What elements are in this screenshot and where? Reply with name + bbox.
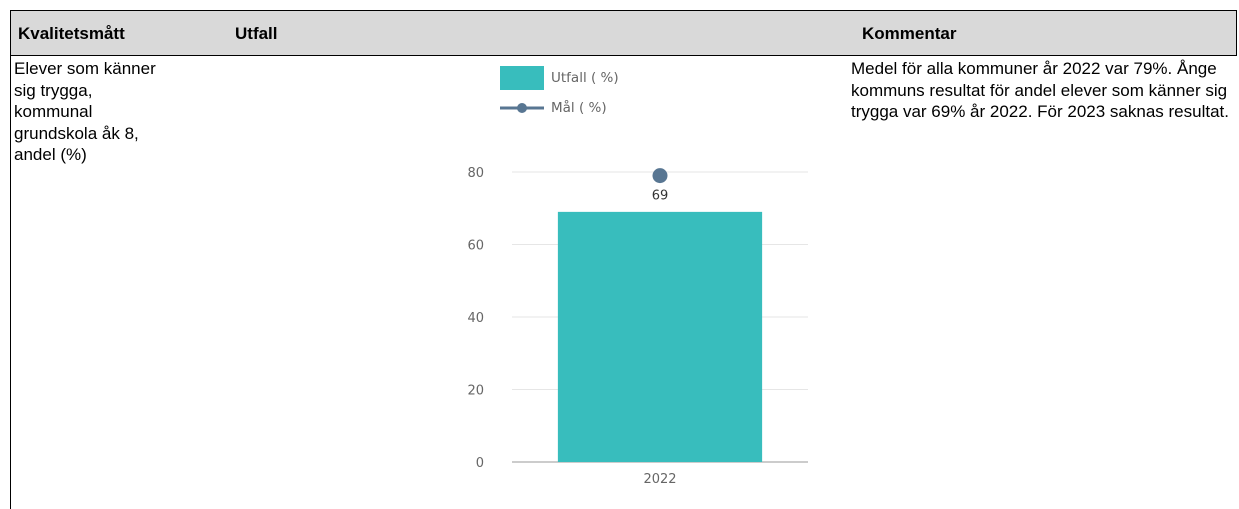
y-tick-label-0: 0: [476, 456, 484, 471]
comment-cell-text: Medel för alla kommuner år 2022 var 79%.…: [851, 59, 1229, 121]
legend-bar-swatch: [500, 66, 544, 90]
chart-plot: 0 20 40 60 80 2022 69: [467, 166, 808, 487]
table-header-row: Kvalitetsmått Utfall Kommentar: [10, 10, 1237, 56]
legend-line-label: Mål ( %): [551, 100, 607, 116]
y-tick-label-40: 40: [467, 311, 484, 326]
y-tick-label-20: 20: [467, 384, 484, 399]
header-measure: Kvalitetsmått: [18, 24, 125, 43]
goal-point-2022: [652, 168, 668, 184]
table-right-border: [1236, 10, 1237, 56]
legend-line-item: Mål ( %): [500, 100, 607, 116]
quality-table: Kvalitetsmått Utfall Kommentar: [10, 10, 1237, 509]
y-tick-label-60: 60: [467, 239, 484, 254]
table-left-border: [10, 10, 11, 509]
y-tick-label-80: 80: [467, 166, 484, 181]
legend-bar-item: Utfall ( %): [500, 66, 619, 90]
header-outcome: Utfall: [235, 24, 278, 43]
legend-bar-label: Utfall ( %): [551, 70, 619, 86]
outcome-chart: Utfall ( %) Mål ( %) 0 20 40 60 80 2022 69: [460, 60, 830, 500]
data-label-2022: 69: [652, 189, 669, 204]
x-tick-label-2022: 2022: [643, 472, 676, 487]
header-comment: Kommentar: [862, 24, 957, 43]
bar-2022: [557, 211, 763, 462]
legend-line-swatch: [500, 103, 544, 113]
measure-cell-text: Elever som känner sig trygga, kommunal g…: [14, 59, 156, 164]
